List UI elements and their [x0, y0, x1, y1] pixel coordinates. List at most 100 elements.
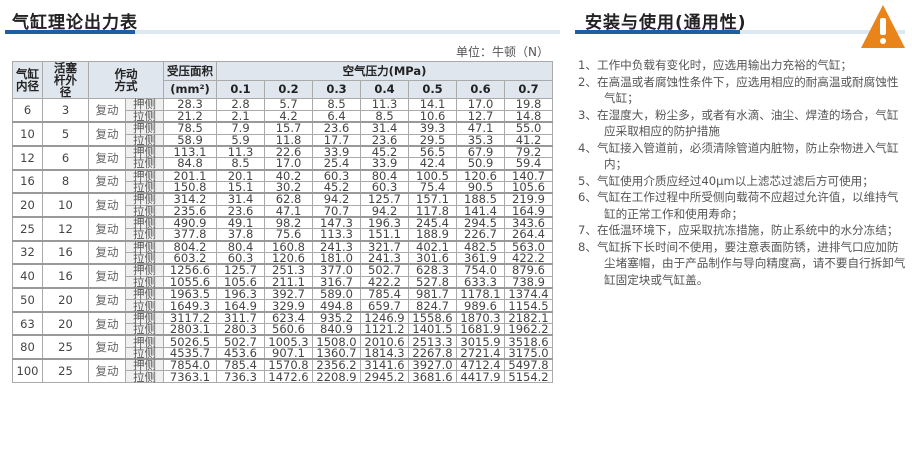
table-row: 63 20 复动 押侧 3117.2 311.7 623.4 935.2 1246.9 1558.…	[12, 310, 553, 336]
rod-cell: 16	[42, 239, 89, 265]
force-cell: 33.9	[360, 157, 409, 171]
area-cell: 7854.0	[163, 358, 217, 372]
bore-cell: 50	[12, 287, 43, 313]
table-row: 拉侧 150.8 15.1 30.2 45.2 60.3 75.4 90.5 105.6	[13, 180, 553, 194]
side-cell: 拉侧	[125, 323, 164, 336]
bore-cell: 16	[12, 168, 43, 194]
action-cell: 复动	[88, 168, 126, 194]
action-cell: 复动	[88, 334, 126, 360]
side-cell: 拉侧	[125, 157, 164, 171]
area-cell: 7363.1	[163, 370, 217, 384]
table-row: 拉侧 7363.1 736.3 1472.6 2208.9 2945.2 3681.6 441…	[13, 370, 553, 384]
force-cell: 560.6	[264, 323, 313, 336]
header-pressure-0.5: 0.5	[408, 79, 457, 99]
force-cell: 1870.3	[456, 310, 505, 325]
rod-cell: 5	[42, 121, 89, 147]
force-cell: 5497.8	[504, 358, 553, 372]
bore-cell: 100	[12, 358, 43, 384]
action-cell: 复动	[88, 144, 126, 171]
area-cell: 3117.2	[163, 310, 217, 325]
table-row: 32 16 复动 押侧 804.2 80.4 160.8 241.3 321.7 402.1 482…	[12, 239, 553, 265]
action-cell: 复动	[88, 192, 126, 218]
header-pressure-0.2: 0.2	[264, 79, 313, 99]
force-cell: 113.3	[312, 228, 361, 242]
force-cell: 5154.2	[504, 370, 553, 384]
force-cell: 196.3	[216, 287, 265, 301]
action-cell: 复动	[88, 121, 126, 147]
force-cell: 1374.4	[504, 287, 553, 301]
rod-cell: 3	[42, 98, 89, 123]
force-cell: 392.7	[264, 287, 313, 301]
bore-cell: 40	[12, 263, 43, 289]
force-cell: 50.9	[456, 157, 505, 171]
rod-cell: 20	[42, 310, 89, 336]
side-cell: 押侧	[125, 263, 164, 277]
force-cell: 1570.8	[264, 358, 313, 372]
force-cell: 754.0	[456, 263, 505, 277]
force-table: 气缸内径 活塞杆外径 作动方式 受压面积 空气压力(MPa) (mm²) 0.1 0…	[12, 61, 553, 384]
action-cell: 复动	[88, 287, 126, 313]
force-cell: 329.9	[264, 299, 313, 313]
install-underline	[575, 30, 905, 34]
force-cell: 1962.2	[504, 323, 553, 336]
rod-cell: 10	[42, 192, 89, 218]
area-cell: 28.3	[163, 98, 217, 111]
table-row: 50 20 复动 押侧 1963.5 196.3 392.7 589.0 785.4 981.7 1…	[12, 287, 553, 313]
table-row: 12 6 复动 押侧 113.1 11.3 22.6 33.9 45.2 56.5 67.9 79.2	[12, 144, 553, 171]
force-cell: 935.2	[312, 310, 361, 325]
table-row: 拉侧 1649.3 164.9 329.9 494.8 659.7 824.7 989.6 11…	[13, 299, 553, 313]
force-cell: 280.3	[216, 323, 265, 336]
header-pressure-0.6: 0.6	[456, 79, 505, 99]
force-cell: 879.6	[504, 263, 553, 277]
area-cell: 2803.1	[163, 323, 217, 336]
force-cell: 42.4	[408, 157, 457, 171]
table-row: 16 8 复动 押侧 201.1 20.1 40.2 60.3 80.4 100.5 120.6 14…	[12, 168, 553, 194]
area-cell: 1649.3	[163, 299, 217, 313]
header-pressure: 空气压力(MPa)	[216, 61, 553, 81]
action-cell: 复动	[88, 98, 126, 123]
note-item: 7、在低温环境下，应采取抗冻措施，防止系统中的水分冻结；	[578, 223, 899, 237]
bore-cell: 10	[12, 121, 43, 147]
action-cell: 复动	[88, 358, 126, 384]
action-cell: 复动	[88, 215, 126, 242]
bore-cell: 20	[12, 192, 43, 218]
force-cell: 4712.4	[456, 358, 505, 372]
header-pressure-0.1: 0.1	[216, 79, 265, 99]
force-cell: 1121.2	[360, 323, 409, 336]
force-cell: 824.7	[408, 299, 457, 313]
note-item: 8、气缸拆下长时间不使用，要注意表面防锈，进排气口应加防尘堵塞帽，由于产品制作与…	[578, 239, 906, 287]
note-item: 4、气缸接入管道前，必须清除管道内脏物，防止杂物进入气缸内；	[578, 140, 899, 172]
rod-cell: 12	[42, 215, 89, 242]
note-item: 1、工作中负载有变化时，应选用输出力充裕的气缸；	[578, 58, 853, 72]
force-cell: 19.8	[504, 98, 553, 111]
force-cell: 1681.9	[456, 323, 505, 336]
force-cell: 17.0	[264, 157, 313, 171]
force-cell: 164.9	[216, 299, 265, 313]
warning-triangle-icon	[861, 5, 905, 48]
force-cell: 736.3	[216, 370, 265, 384]
table-row: 100 25 复动 押侧 7854.0 785.4 1570.8 2356.2 3141.6 39…	[12, 358, 553, 384]
force-cell: 502.7	[360, 263, 409, 277]
install-notes: 1、工作中负载有变化时，应选用输出力充裕的气缸； 2、在高温或者腐蚀性条件下，应选…	[578, 57, 908, 288]
force-cell: 3681.6	[408, 370, 457, 384]
force-cell: 1154.5	[504, 299, 553, 313]
force-cell: 37.8	[216, 228, 265, 242]
area-cell: 377.8	[163, 228, 217, 242]
force-cell: 1472.6	[264, 370, 313, 384]
header-bore: 气缸内径	[12, 61, 43, 99]
bore-cell: 12	[12, 144, 43, 171]
area-cell: 84.8	[163, 157, 217, 171]
force-cell: 264.4	[504, 228, 553, 242]
rod-cell: 25	[42, 334, 89, 360]
force-cell: 1401.5	[408, 323, 457, 336]
header-area: 受压面积	[163, 61, 217, 81]
header-pressure-0.3: 0.3	[312, 79, 361, 99]
force-cell: 8.5	[312, 98, 361, 111]
force-cell: 151.1	[360, 228, 409, 242]
force-cell: 981.7	[408, 287, 457, 301]
note-item: 6、气缸在工作过程中所受侧向载荷不应超过允许值，以维持气缸的正常工作和使用寿命；	[578, 190, 899, 221]
bore-cell: 25	[12, 215, 43, 242]
header-rod: 活塞杆外径	[42, 61, 89, 99]
force-cell: 2208.9	[312, 370, 361, 384]
force-cell: 659.7	[360, 299, 409, 313]
